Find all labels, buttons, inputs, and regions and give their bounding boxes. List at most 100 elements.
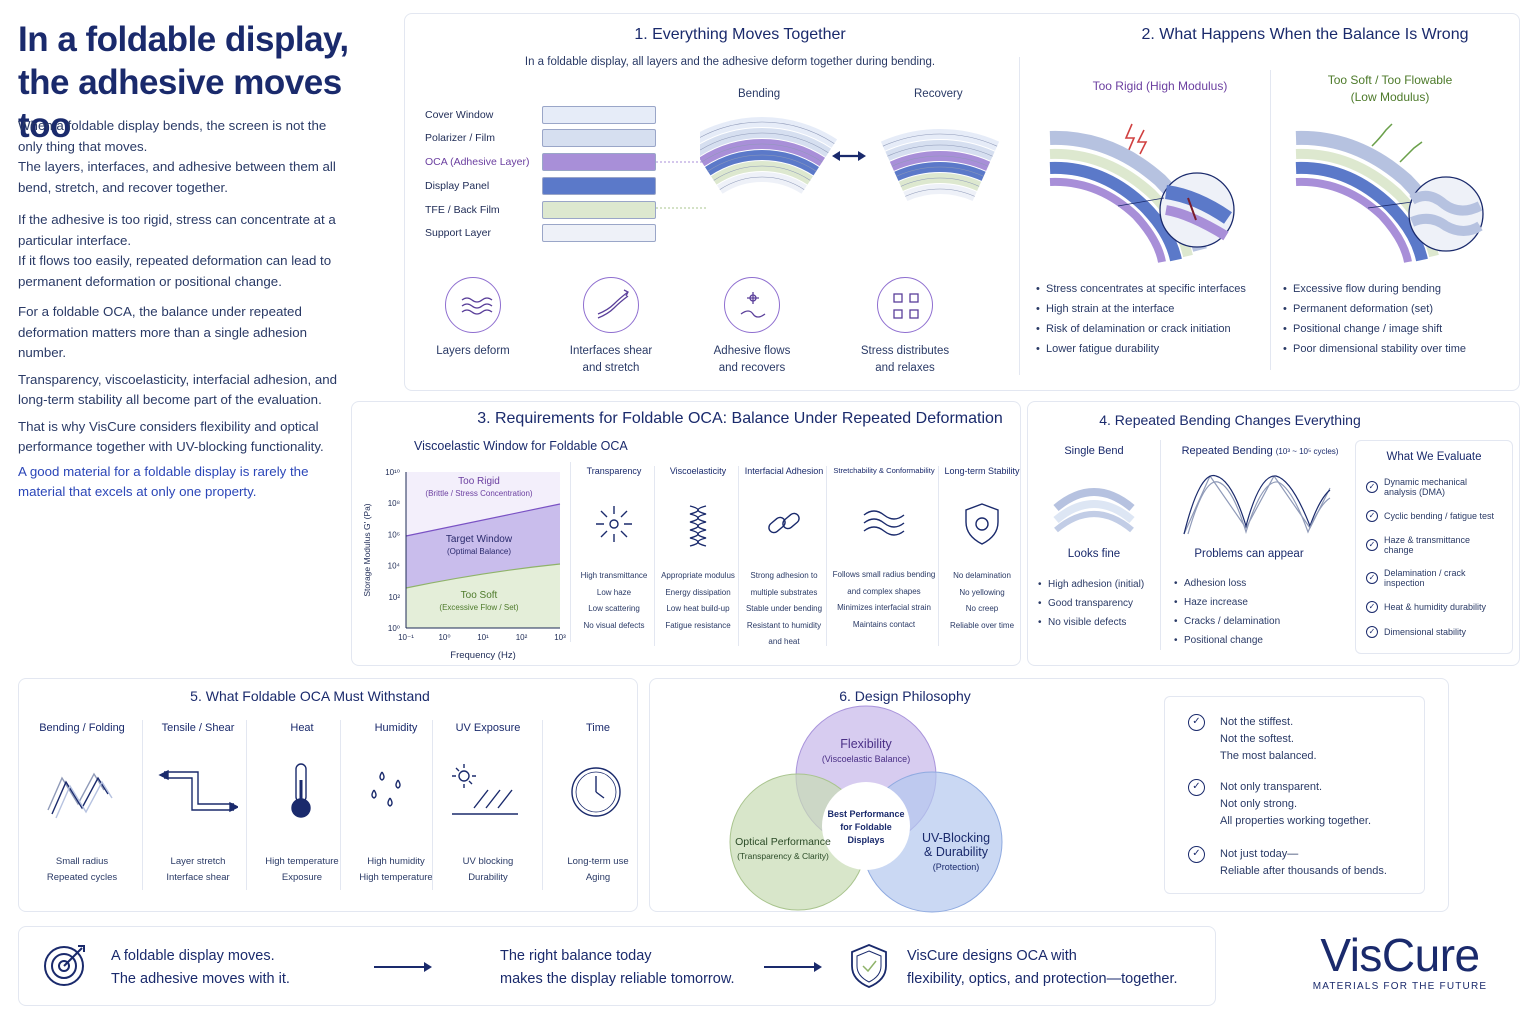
repeated-point: Positional change	[1174, 635, 1334, 646]
rigid-illustration	[1049, 123, 1235, 263]
requirement-column: Stretchability & Conformability Follows s…	[828, 466, 940, 633]
requirement-icon	[596, 506, 632, 542]
withstand-line: High humidity	[367, 856, 425, 867]
withstand-item: Time Long-term use Aging	[546, 722, 650, 886]
requirement-icon	[965, 503, 999, 545]
requirement-icon	[768, 512, 800, 534]
single-point: Good transparency	[1038, 598, 1158, 609]
evaluate-item: ✓ Cyclic bending / fatigue test	[1366, 510, 1502, 522]
x-tick-label: 10⁻¹	[398, 633, 414, 642]
intro-p1b: The layers, interfaces, and adhesive bet…	[18, 159, 336, 195]
region-note: (Brittle / Stress Concentration)	[425, 489, 532, 498]
rigid-point: Stress concentrates at specific interfac…	[1036, 283, 1266, 295]
brand-name: VisCure	[1320, 929, 1480, 981]
single-point: High adhesion (initial)	[1038, 579, 1158, 590]
recovery-label: Recovery	[914, 88, 963, 100]
layer-label: TFE / Back Film	[425, 204, 500, 216]
requirement-icon	[863, 510, 905, 536]
requirement-line: No delamination	[953, 571, 1011, 580]
withstand-line: High temperature	[359, 872, 433, 883]
soft-point: Excessive flow during bending	[1283, 283, 1513, 295]
requirement-line: and heat	[768, 637, 800, 646]
requirement-line: and complex shapes	[847, 586, 921, 596]
check-circle-icon: ✓	[1366, 481, 1378, 493]
lower-boundary	[405, 563, 561, 589]
panel-section-5	[18, 678, 638, 912]
footer-panel	[18, 926, 1216, 1006]
layer-connectors	[656, 161, 708, 209]
requirement-line: multiple substrates	[750, 587, 818, 597]
layer-label: Support Layer	[425, 227, 491, 239]
requirement-title: Stretchability & Conformability	[833, 466, 935, 475]
check-circle-icon: ✓	[1188, 846, 1205, 863]
rigid-point: Risk of delamination or crack initiation	[1036, 323, 1266, 335]
requirement-column: Long-term Stability No delamination No yel…	[940, 466, 1024, 634]
check-circle-icon: ✓	[1366, 539, 1378, 551]
footer-m2b: makes the display reliable tomorrow.	[500, 971, 735, 987]
icon-caption: Adhesive flows and recovers	[713, 345, 791, 374]
withstand-title: Time	[585, 722, 611, 734]
soft-title: Too Soft / Too Flowable (Low Modulus)	[1290, 72, 1490, 106]
withstand-title: Humidity	[374, 722, 418, 734]
requirement-line: Maintains contact	[852, 619, 916, 629]
s4-title: 4. Repeated Bending Changes Everything	[1099, 412, 1361, 428]
withstand-line: Layer stretch	[170, 856, 226, 867]
requirement-line: No visual defects	[583, 620, 645, 630]
stress-distribute-icon	[877, 277, 933, 333]
repeated-point: Haze increase	[1174, 597, 1334, 608]
footer-message-2: The right balance today makes the displa…	[500, 945, 735, 991]
layer-rect	[542, 106, 656, 124]
flex-title: Flexibility	[840, 737, 892, 751]
intro-p2: If the adhesive is too rigid, stress can…	[18, 212, 336, 248]
footer-m3a: VisCure designs OCA with	[907, 948, 1077, 964]
requirement-line: Reliable over time	[949, 620, 1015, 630]
withstand-line: Small radius	[55, 856, 109, 867]
withstand-line: Aging	[585, 872, 611, 883]
region-note: (Excessive Flow / Set)	[439, 603, 518, 612]
interface-shear-icon	[583, 277, 639, 333]
evaluate-item: ✓ Delamination / crack inspection	[1366, 568, 1502, 588]
soft-title-2: (Low Modulus)	[1350, 90, 1430, 104]
headline-line-1: In a foldable display,	[18, 20, 349, 59]
evaluate-item: ✓ Dynamic mechanical analysis (DMA)	[1366, 477, 1502, 497]
check-circle-icon: ✓	[1188, 779, 1205, 796]
single-point: No visible defects	[1038, 617, 1158, 628]
center-line-1: Best Performance	[827, 809, 905, 819]
soft-points: Excessive flow during bending Permanent …	[1283, 283, 1513, 363]
layer-rect	[542, 224, 656, 242]
repeated-title: Repeated Bending	[1181, 445, 1273, 457]
requirement-line: Low scattering	[588, 604, 640, 613]
intro-text: When a foldable display bends, the scree…	[18, 116, 343, 503]
requirement-line: Low haze	[596, 587, 632, 597]
wave-arrow-icon	[1371, 123, 1423, 163]
layer-label: OCA (Adhesive Layer)	[425, 156, 530, 168]
requirement-line: Resistant to humidity	[746, 620, 822, 630]
check-circle-icon: ✓	[1366, 572, 1378, 584]
region-name: Too Soft	[461, 590, 498, 601]
arrow-right-icon	[374, 962, 432, 972]
x-tick-label: 10³	[554, 633, 566, 642]
double-arrow-icon	[832, 151, 866, 161]
intro-p6: A good material for a foldable display i…	[18, 463, 309, 500]
soft-title-1: Too Soft / Too Flowable	[1327, 73, 1453, 87]
footer-m2a: The right balance today	[500, 948, 652, 964]
brand-tagline: MATERIALS FOR THE FUTURE	[1312, 981, 1488, 992]
withstand-item: Humidity High humidity High temperature	[344, 722, 448, 886]
repeated-bend-points: Adhesion loss Haze increase Cracks / del…	[1174, 578, 1334, 654]
x-tick-label: 10⁰	[438, 633, 450, 642]
adhesive-flow-icon	[724, 277, 780, 333]
withstand-title: UV Exposure	[455, 722, 521, 734]
intro-p5: That is why VisCure considers flexibilit…	[18, 418, 324, 455]
layer-rect	[542, 129, 656, 147]
y-axis-label: Storage Modulus G' (Pa)	[362, 503, 372, 596]
requirement-column: Transparency High transmittance Low haze Lo…	[572, 466, 656, 634]
footer-message-3: VisCure designs OCA with flexibility, op…	[907, 945, 1178, 991]
intro-p4: Transparency, viscoelasticity, interfaci…	[18, 371, 338, 408]
withstand-line: Repeated cycles	[46, 872, 118, 883]
s3-title: 3. Requirements for Foldable OCA: Balanc…	[477, 410, 1003, 427]
withstand-line: UV blocking	[462, 856, 514, 867]
withstand-icon	[158, 769, 238, 813]
intro-p1: When a foldable display bends, the scree…	[18, 118, 327, 154]
y-tick-label: 10⁶	[388, 530, 400, 539]
